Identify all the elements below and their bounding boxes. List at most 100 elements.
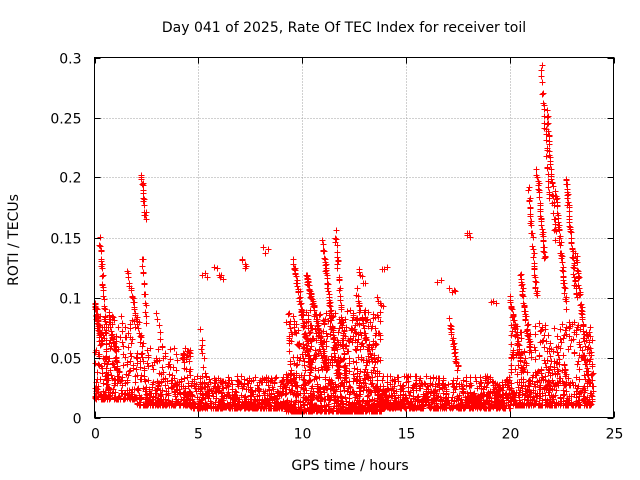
data-point (320, 350, 327, 357)
data-point (206, 376, 213, 383)
data-point (588, 390, 595, 397)
data-point (347, 336, 354, 343)
data-point (137, 339, 144, 346)
x-tick-label: 10 (294, 427, 312, 443)
data-point (530, 372, 537, 379)
data-point (143, 320, 150, 327)
data-point (522, 383, 529, 390)
data-point (331, 344, 338, 351)
data-point (322, 262, 329, 269)
data-point (99, 265, 106, 272)
x-tick-label: 20 (502, 427, 520, 443)
data-point (345, 401, 352, 408)
data-point (331, 400, 338, 407)
y-tick-label: 0.1 (59, 292, 81, 308)
data-point (306, 378, 313, 385)
data-point (166, 371, 173, 378)
data-point (518, 335, 525, 342)
data-point (154, 316, 161, 323)
data-point (262, 250, 269, 257)
data-point (588, 372, 595, 379)
data-point (180, 383, 187, 390)
data-point (214, 265, 221, 272)
data-point (385, 401, 392, 408)
y-tick-label: 0.05 (50, 352, 81, 368)
data-point (217, 398, 224, 405)
data-point (286, 310, 293, 317)
data-point (126, 368, 133, 375)
data-point (297, 288, 304, 295)
data-point (536, 320, 543, 327)
data-point (537, 328, 544, 335)
data-point (537, 393, 544, 400)
data-point (539, 338, 546, 345)
data-point (358, 354, 365, 361)
data-point (536, 352, 543, 359)
x-axis-label: GPS time / hours (291, 458, 408, 474)
data-point (220, 378, 227, 385)
data-point (119, 320, 126, 327)
data-point (197, 405, 204, 412)
data-point (160, 376, 167, 383)
data-point (480, 386, 487, 393)
data-point (113, 358, 120, 365)
data-point (355, 408, 362, 415)
data-point (284, 405, 291, 412)
data-point (173, 396, 180, 403)
data-point (265, 382, 272, 389)
data-point (305, 282, 312, 289)
data-point (207, 379, 214, 386)
data-point (330, 335, 337, 342)
data-point (494, 389, 501, 396)
data-point (368, 403, 375, 410)
data-point (471, 398, 478, 405)
data-point (305, 340, 312, 347)
data-point (538, 327, 545, 334)
data-point (287, 361, 294, 368)
data-point (277, 390, 284, 397)
data-point (119, 339, 126, 346)
data-point (370, 311, 377, 318)
data-point (467, 380, 474, 387)
data-point (172, 391, 179, 398)
data-point (346, 395, 353, 402)
data-point (161, 401, 168, 408)
data-point (292, 271, 299, 278)
data-point (544, 348, 551, 355)
data-point (491, 395, 498, 402)
data-point (101, 396, 108, 403)
data-point (236, 379, 243, 386)
data-point (453, 380, 460, 387)
data-point (384, 385, 391, 392)
data-point (97, 243, 104, 250)
data-point (442, 400, 449, 407)
data-point (490, 379, 497, 386)
x-tick-label: 25 (606, 427, 624, 443)
data-point (432, 387, 439, 394)
data-point (508, 332, 515, 339)
data-point (574, 361, 581, 368)
data-point (145, 354, 152, 361)
data-point (585, 333, 592, 340)
data-point (235, 378, 242, 385)
data-point (308, 367, 315, 374)
data-point (153, 355, 160, 362)
data-point (207, 398, 214, 405)
data-point (276, 405, 283, 412)
data-point (573, 398, 580, 405)
data-point (187, 403, 194, 410)
data-point (306, 358, 313, 365)
data-point (549, 386, 556, 393)
data-point (357, 346, 364, 353)
data-point (295, 399, 302, 406)
data-point (212, 383, 219, 390)
data-point (561, 332, 568, 339)
data-point (469, 405, 476, 412)
data-point (395, 394, 402, 401)
data-point (329, 314, 336, 321)
data-point (518, 382, 525, 389)
data-point (151, 359, 158, 366)
data-point (170, 383, 177, 390)
data-point (245, 386, 252, 393)
data-point (484, 380, 491, 387)
